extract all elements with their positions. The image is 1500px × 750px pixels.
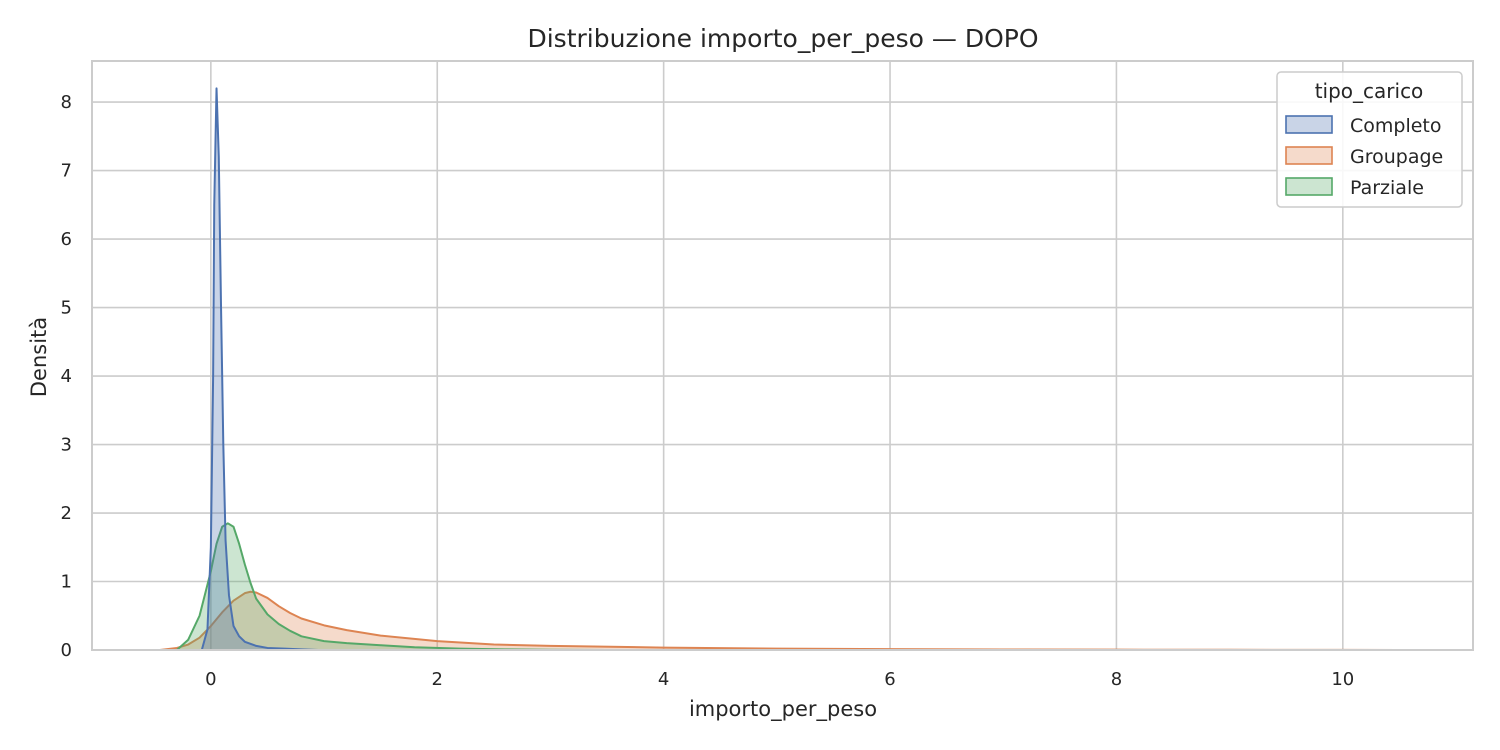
x-tick-label: 2 [432, 669, 443, 690]
legend-swatch-parziale [1285, 177, 1333, 196]
legend: tipo_carico Completo Groupage Parziale [1276, 71, 1463, 208]
chart-title: Distribuzione importo_per_peso — DOPO [527, 24, 1038, 53]
plot-frame [91, 60, 1474, 651]
y-tick-label: 1 [61, 572, 72, 593]
y-tick-label: 2 [61, 503, 72, 524]
legend-label-parziale: Parziale [1350, 177, 1424, 199]
y-axis-ticks: 0 1 2 3 4 5 6 7 8 [61, 92, 72, 661]
area-completo [201, 88, 319, 650]
legend-label-groupage: Groupage [1350, 146, 1443, 168]
series-completo [200, 87, 319, 651]
line-completo [200, 87, 319, 651]
area-groupage [159, 591, 1434, 650]
line-parziale [176, 522, 608, 651]
legend-items: Completo Groupage Parziale [1285, 115, 1443, 199]
plot-area [92, 61, 1473, 650]
y-tick-label: 6 [61, 229, 72, 250]
grid [92, 61, 1473, 651]
y-tick-label: 7 [61, 161, 72, 182]
x-tick-label: 4 [658, 669, 669, 690]
legend-swatch-completo [1285, 115, 1333, 134]
y-axis-label: Densità [27, 317, 51, 397]
series-parziale [176, 522, 608, 651]
legend-box [1276, 71, 1463, 208]
legend-title: tipo_carico [1315, 79, 1424, 103]
legend-label-completo: Completo [1350, 115, 1442, 137]
legend-swatch-groupage [1285, 146, 1333, 165]
x-tick-label: 6 [884, 669, 895, 690]
x-axis-ticks: 0 2 4 6 8 10 [205, 669, 1354, 690]
x-tick-label: 8 [1111, 669, 1122, 690]
y-tick-label: 8 [61, 92, 72, 113]
y-tick-label: 3 [61, 435, 72, 456]
y-tick-label: 0 [61, 640, 72, 661]
series-layer [159, 87, 1434, 651]
y-tick-label: 4 [61, 366, 72, 387]
y-tick-label: 5 [61, 298, 72, 319]
x-tick-label: 0 [205, 669, 216, 690]
x-tick-label: 10 [1331, 669, 1354, 690]
x-axis-label: importo_per_peso [689, 697, 877, 722]
